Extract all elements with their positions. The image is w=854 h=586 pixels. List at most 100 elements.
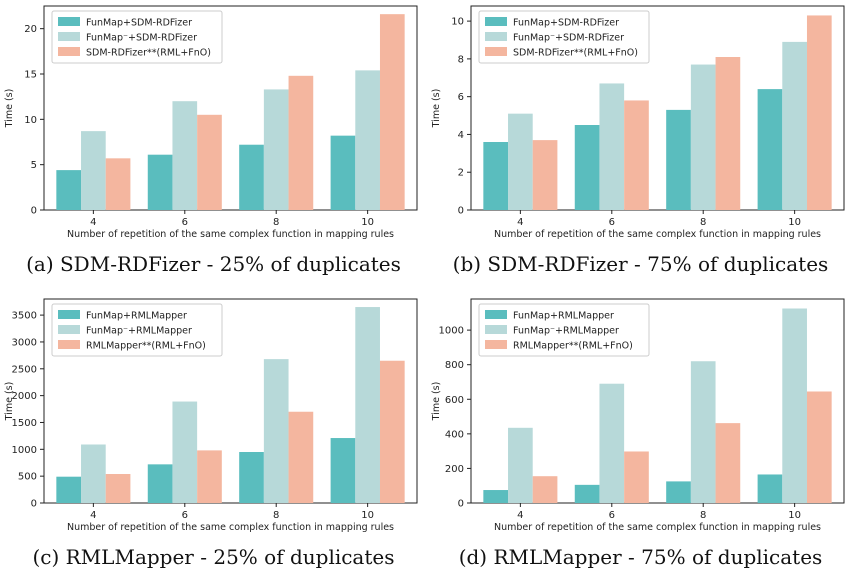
- bar-d-s3-8: [715, 423, 741, 503]
- bar-b-s1-10: [757, 89, 783, 210]
- y-tick-label: 5: [31, 160, 37, 171]
- bar-a-s2-6: [172, 101, 198, 210]
- bar-a-s1-10: [330, 135, 356, 210]
- y-tick-label: 1000: [439, 326, 464, 337]
- bar-c-s1-8: [239, 452, 264, 503]
- bar-d-s2-8: [690, 361, 716, 503]
- x-tick-label: 6: [182, 510, 188, 521]
- bar-c-s2-4: [81, 444, 106, 503]
- y-tick-label: 20: [24, 24, 37, 35]
- legend-swatch: [58, 310, 80, 319]
- bar-a-s3-4: [105, 158, 131, 210]
- x-tick-label: 4: [517, 217, 523, 228]
- bar-c-s3-4: [105, 474, 131, 503]
- x-axis-label: Number of repetition of the same complex…: [494, 522, 821, 533]
- x-tick-label: 4: [90, 217, 96, 228]
- caption-b: (b) SDM-RDFizer - 75% of duplicates: [452, 252, 829, 276]
- x-tick-label: 6: [609, 217, 615, 228]
- y-tick-label: 0: [31, 499, 37, 510]
- bar-b-s3-4: [532, 140, 558, 210]
- bar-b-s2-8: [690, 64, 716, 210]
- legend-swatch: [58, 32, 80, 41]
- bar-a-s3-8: [288, 75, 314, 211]
- y-tick-label: 400: [445, 429, 464, 440]
- bar-b-s2-10: [782, 41, 807, 211]
- bar-d-s1-8: [666, 481, 691, 503]
- bar-c-s1-4: [56, 476, 82, 503]
- x-tick-label: 6: [609, 510, 615, 521]
- x-axis-label: Number of repetition of the same complex…: [494, 229, 821, 240]
- bar-a-s2-4: [81, 131, 106, 210]
- x-axis-label: Number of repetition of the same complex…: [67, 522, 394, 533]
- bar-d-s2-4: [508, 427, 533, 503]
- legend-swatch: [485, 17, 507, 26]
- x-tick-label: 8: [700, 217, 706, 228]
- x-tick-label: 10: [788, 510, 801, 521]
- legend-swatch: [58, 340, 80, 349]
- legend-swatch: [485, 32, 507, 41]
- y-tick-label: 600: [445, 395, 464, 406]
- x-tick-label: 4: [90, 510, 96, 521]
- bar-c-s2-10: [355, 307, 380, 503]
- plot-frame: [470, 298, 845, 504]
- bar-b-s1-8: [666, 109, 691, 210]
- y-axis-label: Time (s): [4, 89, 15, 129]
- bar-b-s1-4: [483, 142, 509, 210]
- bar-b-s3-6: [624, 100, 649, 210]
- bar-a-s3-6: [197, 114, 222, 210]
- legend-box: [51, 303, 223, 357]
- caption-d: (d) RMLMapper - 75% of duplicates: [458, 545, 823, 569]
- plot-frame: [43, 5, 418, 211]
- legend-swatch: [485, 340, 507, 349]
- x-tick-label: 8: [273, 510, 279, 521]
- y-tick-label: 2500: [12, 364, 37, 375]
- bar-a-s1-4: [56, 170, 82, 210]
- legend-label: FunMap⁻+RMLMapper: [513, 326, 619, 337]
- y-axis-label: Time (s): [4, 382, 15, 422]
- chart-panel-d: 0 200 400 600 800 1000 4 6 8 10 Number of repetiti…: [427, 293, 854, 586]
- bar-a-s1-6: [147, 154, 173, 210]
- bar-c-s1-6: [147, 464, 173, 503]
- bar-a-s3-10: [379, 14, 405, 210]
- x-axis-label: Number of repetition of the same complex…: [67, 229, 394, 240]
- bar-chart-c: 0 500 1000 1500 2000 2500 3000 3500 4 6 8 10Number …: [4, 298, 418, 533]
- legend-label: FunMap+SDM-RDFizer: [86, 18, 192, 29]
- bar-c-s3-8: [288, 411, 314, 503]
- bar-d-s2-6: [599, 383, 625, 503]
- y-tick-label: 0: [31, 206, 37, 217]
- legend-box: [478, 10, 650, 64]
- y-tick-label: 1500: [12, 418, 37, 429]
- y-tick-label: 3000: [12, 337, 37, 348]
- legend-swatch: [58, 47, 80, 56]
- bar-c-s1-10: [330, 438, 356, 503]
- y-tick-label: 2000: [12, 391, 37, 402]
- bar-a-s2-10: [355, 70, 380, 210]
- caption-c: (c) RMLMapper - 25% of duplicates: [32, 545, 395, 569]
- y-tick-label: 10: [24, 115, 37, 126]
- y-tick-label: 800: [445, 360, 464, 371]
- legend-label: RMLMapper**(RML+FnO): [513, 341, 633, 352]
- y-tick-label: 4: [458, 130, 464, 141]
- y-tick-label: 1000: [12, 445, 37, 456]
- legend-label: FunMap+RMLMapper: [86, 311, 187, 322]
- legend-swatch: [485, 325, 507, 334]
- y-tick-label: 500: [18, 472, 37, 483]
- x-tick-label: 10: [788, 217, 801, 228]
- legend-box: [478, 303, 650, 357]
- bar-b-s3-10: [806, 15, 832, 211]
- plot-frame: [470, 5, 845, 211]
- legend-box: [51, 10, 223, 64]
- legend-label: SDM-RDFizer**(RML+FnO): [86, 48, 211, 59]
- x-tick-label: 6: [182, 217, 188, 228]
- bar-a-s2-8: [263, 89, 289, 210]
- bar-b-s2-4: [508, 113, 533, 210]
- bar-b-s2-6: [599, 83, 625, 210]
- chart-panel-c: 0 500 1000 1500 2000 2500 3000 3500 4 6 8 10 Number …: [0, 293, 427, 586]
- legend-label: FunMap⁻+RMLMapper: [86, 326, 192, 337]
- y-tick-label: 15: [24, 70, 37, 81]
- legend-label: RMLMapper**(RML+FnO): [86, 341, 206, 352]
- bar-b-s3-8: [715, 57, 741, 210]
